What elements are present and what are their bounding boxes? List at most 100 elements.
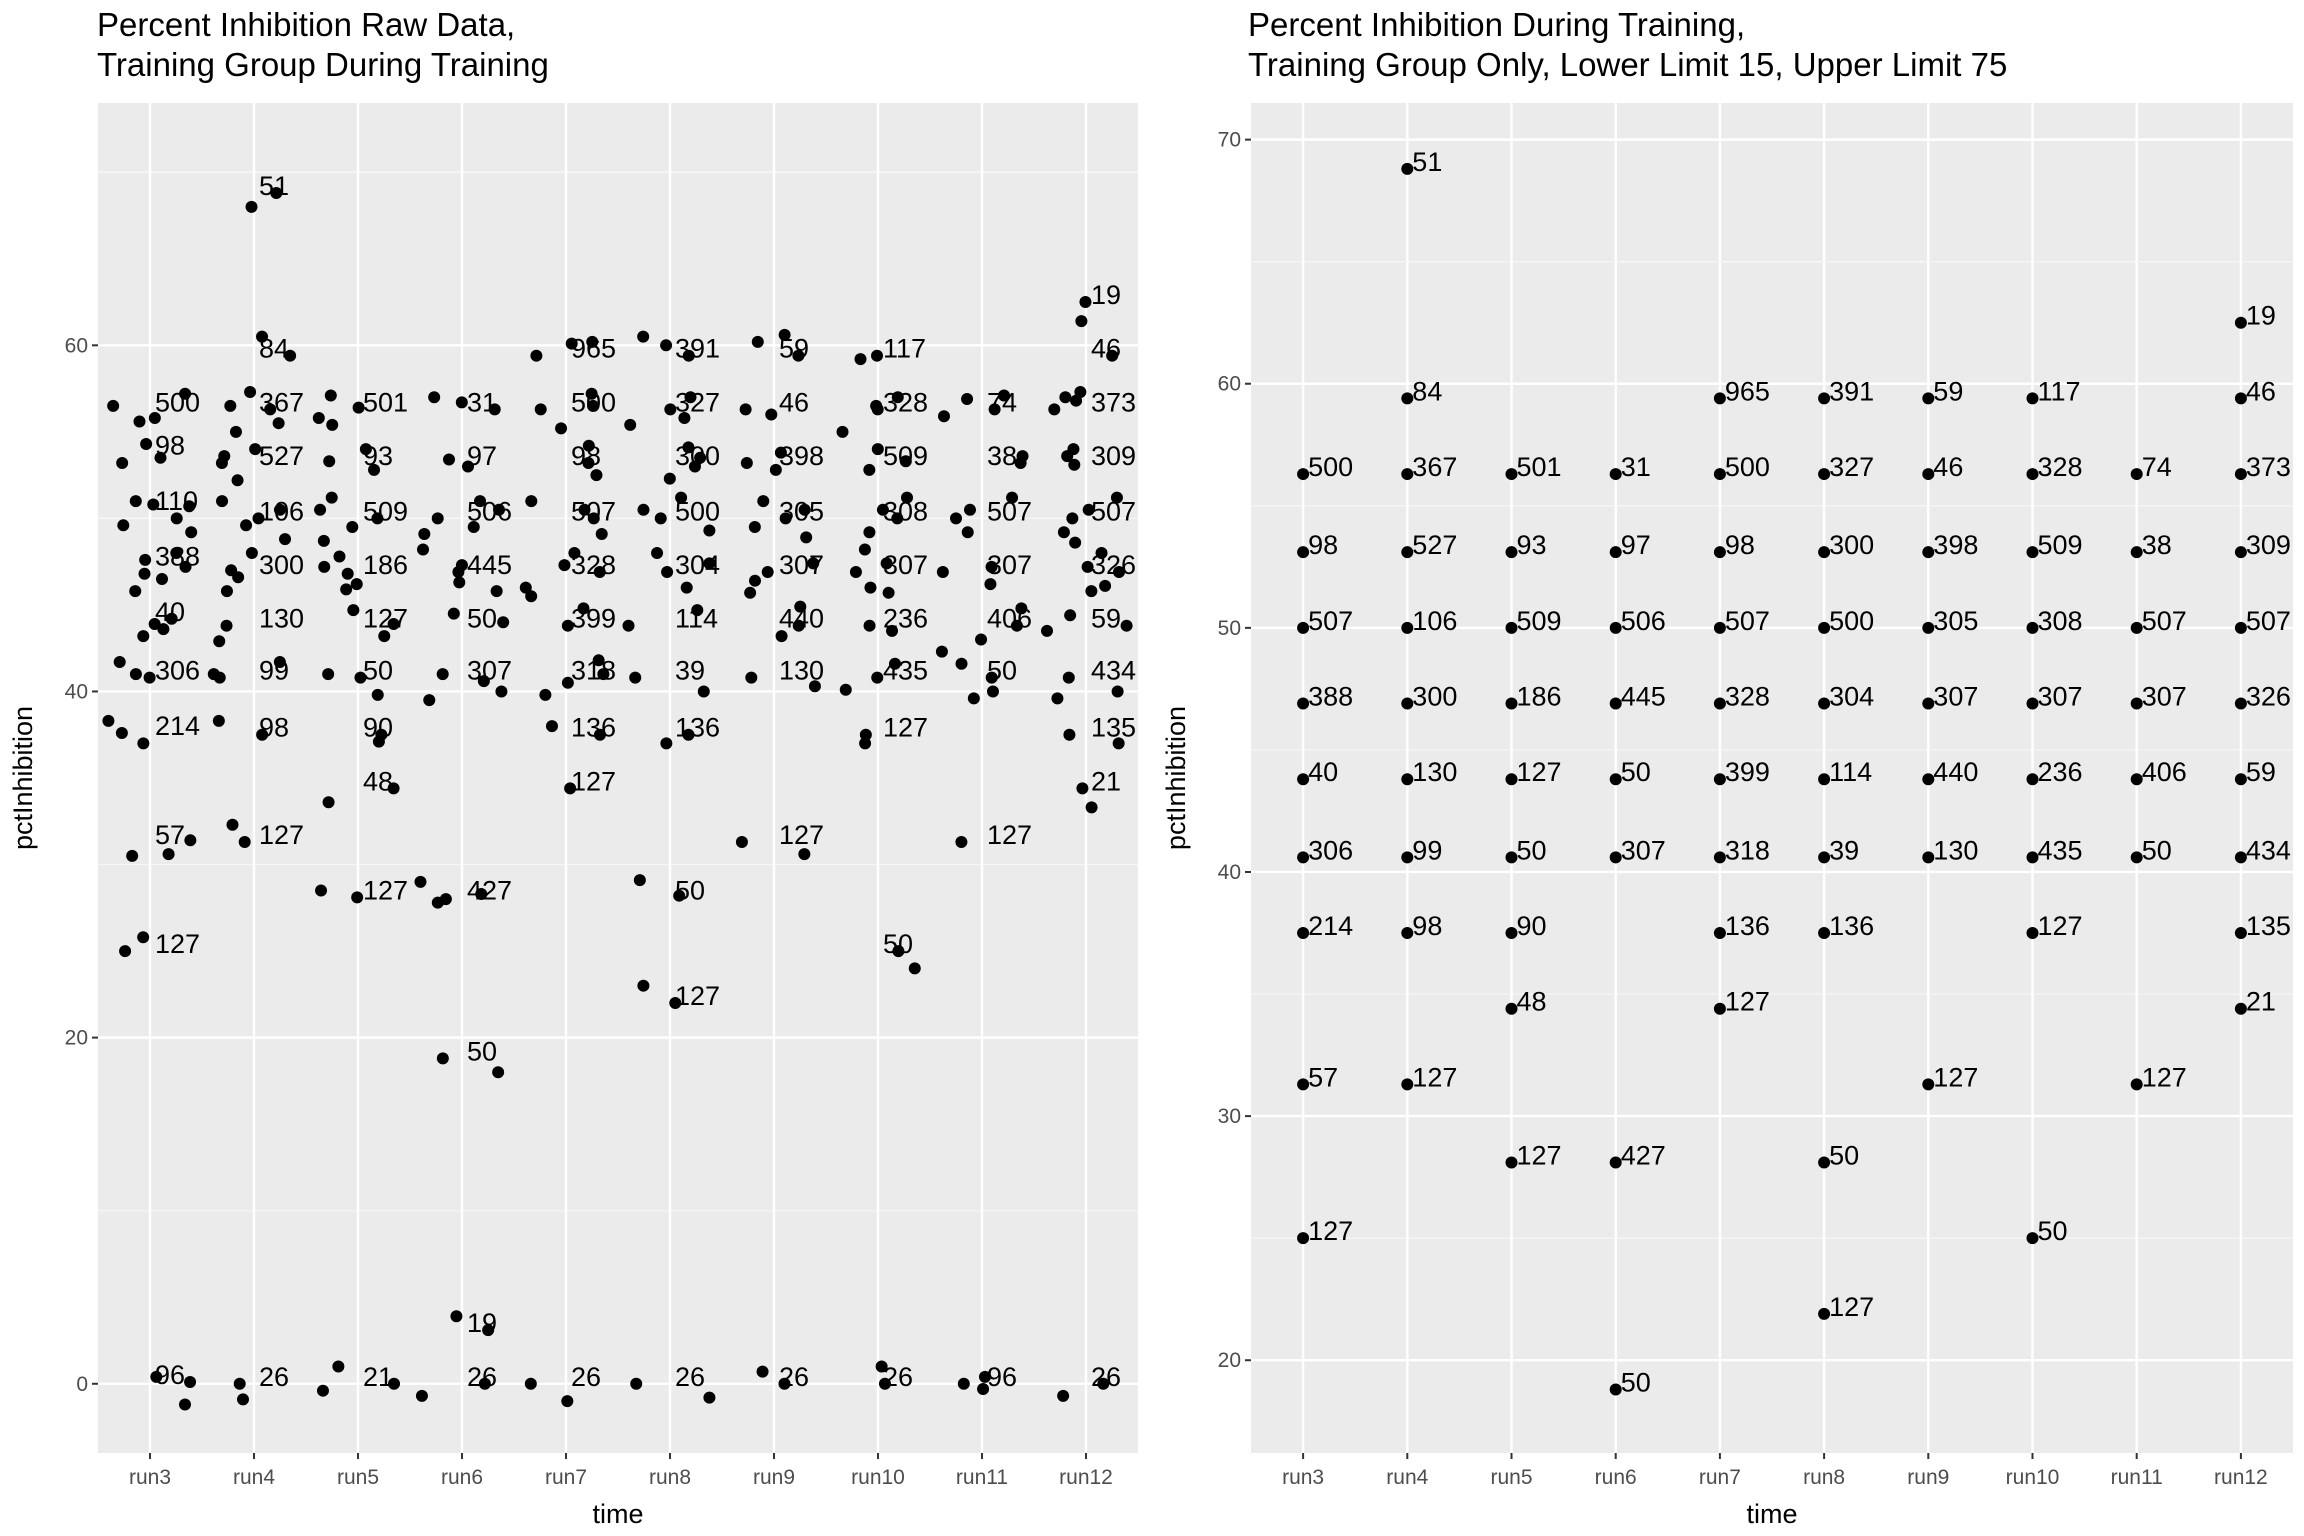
data-point [756, 1365, 769, 1378]
data-point [488, 403, 501, 416]
data-point [792, 619, 805, 632]
data-point [1062, 671, 1075, 684]
data-point [1713, 851, 1726, 864]
y-axis-title: pctInhibition [1161, 706, 1191, 850]
data-point [1097, 1377, 1110, 1390]
point-label: 398 [779, 441, 824, 471]
point-label: 127 [571, 766, 616, 796]
point-label: 127 [259, 820, 304, 850]
point-label: 186 [1517, 682, 1562, 712]
data-point [2130, 621, 2143, 634]
point-label: 110 [155, 486, 198, 516]
data-point [372, 735, 385, 748]
point-label: 130 [779, 656, 824, 686]
data-point [703, 524, 716, 537]
y-tick-label: 20 [65, 1027, 88, 1050]
point-label: 305 [779, 496, 824, 526]
point-label: 130 [1933, 835, 1978, 865]
data-point [1505, 1156, 1518, 1169]
data-point [1040, 624, 1053, 637]
data-point [1297, 851, 1310, 864]
data-point [1120, 619, 1133, 632]
data-point [1085, 585, 1098, 598]
point-label: 309 [1091, 441, 1136, 471]
data-point [564, 782, 577, 795]
data-point [555, 422, 568, 435]
data-point [1609, 621, 1622, 634]
point-label: 501 [363, 387, 408, 417]
data-point [798, 848, 811, 861]
data-point [359, 443, 372, 456]
point-label: 127 [779, 820, 824, 850]
data-point [2026, 468, 2039, 481]
data-point [129, 495, 142, 508]
data-point [1818, 621, 1831, 634]
data-point [1081, 560, 1094, 573]
data-point [1015, 602, 1028, 615]
data-point [558, 559, 571, 572]
point-label: 46 [1933, 452, 1963, 482]
point-label: 46 [1091, 334, 1121, 364]
data-point [474, 495, 487, 508]
point-label: 307 [987, 550, 1032, 580]
data-point [2026, 773, 2039, 786]
data-point [899, 455, 912, 468]
data-point [871, 403, 884, 416]
data-point [1063, 728, 1076, 741]
point-label: 500 [1725, 452, 1770, 482]
data-point [1075, 315, 1088, 328]
data-point [2234, 621, 2247, 634]
data-point [1112, 737, 1125, 750]
point-label: 318 [571, 656, 616, 686]
data-point [864, 581, 877, 594]
data-point [739, 403, 752, 416]
point-label: 50 [2142, 835, 2172, 865]
data-point [1505, 1002, 1518, 1015]
data-point [326, 418, 339, 431]
data-point [839, 683, 852, 696]
data-point [582, 439, 595, 452]
point-label: 84 [1412, 376, 1442, 406]
data-point [113, 656, 126, 669]
data-point [2234, 773, 2247, 786]
data-point [863, 463, 876, 476]
data-point [1609, 546, 1622, 559]
data-point [961, 392, 974, 405]
point-label: 98 [155, 431, 185, 461]
point-label: 300 [675, 441, 720, 471]
point-label: 127 [883, 713, 928, 743]
point-label: 48 [363, 766, 393, 796]
point-label: 399 [571, 604, 616, 634]
point-label: 388 [1308, 682, 1353, 712]
data-point [1106, 349, 1119, 362]
data-point [740, 457, 753, 469]
point-label: 99 [259, 656, 289, 686]
data-point [233, 1377, 246, 1390]
data-point [1401, 468, 1414, 481]
y-tick-label: 70 [1218, 129, 1241, 152]
y-tick-label: 60 [65, 334, 88, 357]
data-point [220, 619, 233, 632]
point-label: 406 [987, 604, 1032, 634]
data-point [341, 567, 354, 580]
data-point [154, 451, 167, 464]
point-label: 136 [1725, 911, 1770, 941]
point-label: 309 [2246, 530, 2291, 560]
y-tick-label: 20 [1218, 1349, 1241, 1372]
point-label: 50 [1517, 835, 1547, 865]
chart-panel-2: 20 30 40 50 60 70 run3 run4 run5 run6 run7 run8 run9… [1161, 6, 2293, 1529]
data-point [428, 391, 441, 404]
data-point [245, 200, 258, 213]
point-label: 98 [1308, 530, 1338, 560]
point-label: 300 [1412, 682, 1457, 712]
y-tick-label: 0 [76, 1373, 88, 1396]
chart-title: Percent Inhibition During Training, [1248, 6, 1745, 43]
data-point [1922, 851, 1935, 864]
point-label: 26 [883, 1362, 913, 1392]
point-label: 305 [1933, 606, 1978, 636]
point-label: 434 [2246, 835, 2291, 865]
data-point [1401, 1078, 1414, 1091]
data-point [1609, 773, 1622, 786]
data-point [694, 451, 707, 464]
data-point [2130, 1078, 2143, 1091]
